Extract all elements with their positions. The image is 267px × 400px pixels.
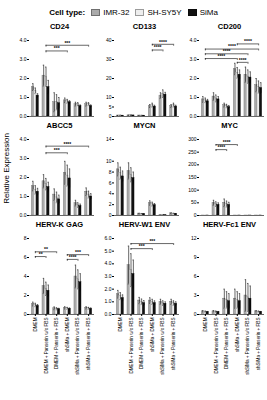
svg-text:12: 12 <box>191 235 197 241</box>
html-text:SH-SY5Y: SH-SY5Y <box>147 7 182 17</box>
svg-text:40: 40 <box>106 37 112 43</box>
html-text:Relative Expression: Relative Expression <box>1 132 11 204</box>
svg-text:***: *** <box>64 40 70 46</box>
svg-text:20: 20 <box>106 75 112 81</box>
svg-text:***: *** <box>75 249 81 255</box>
svg-text:5.0: 5.0 <box>105 248 112 254</box>
svg-text:shSiMa + DMEM: shSiMa + DMEM <box>65 317 70 352</box>
svg-text:250: 250 <box>188 149 197 155</box>
svg-text:0: 0 <box>194 212 197 218</box>
svg-text:DMEM + Panserin + FBS: DMEM + Panserin + FBS <box>139 318 144 370</box>
svg-text:5: 5 <box>109 104 112 110</box>
svg-text:0: 0 <box>194 311 197 317</box>
svg-text:shSiMa + Panserin w/o FBS: shSiMa + Panserin w/o FBS <box>160 318 165 375</box>
svg-text:8: 8 <box>109 169 112 175</box>
svg-text:****: **** <box>239 57 247 63</box>
svg-text:4: 4 <box>24 273 27 279</box>
svg-text:1.0: 1.0 <box>20 94 27 100</box>
svg-text:***: *** <box>149 238 155 244</box>
svg-text:6.0: 6.0 <box>105 235 112 241</box>
svg-text:DMEM + Panserin w/o FBS: DMEM + Panserin w/o FBS <box>43 318 48 374</box>
svg-text:2.0: 2.0 <box>20 75 27 81</box>
svg-text:**: ** <box>39 251 43 257</box>
svg-text:DMEM: DMEM <box>33 317 38 331</box>
html-text:HERV-Fc1 ENV: HERV-Fc1 ENV <box>202 220 257 229</box>
svg-text:0.0: 0.0 <box>105 311 112 317</box>
svg-text:14: 14 <box>106 136 112 142</box>
svg-text:3.0: 3.0 <box>105 273 112 279</box>
svg-text:2: 2 <box>109 201 112 207</box>
svg-text:50: 50 <box>191 199 197 205</box>
svg-text:200: 200 <box>188 161 197 167</box>
svg-text:shSiMa + Panserin w/o FBS: shSiMa + Panserin w/o FBS <box>245 318 250 375</box>
svg-text:***: *** <box>54 45 60 51</box>
svg-text:1.0: 1.0 <box>105 298 112 304</box>
html-text:CD24: CD24 <box>49 22 70 31</box>
svg-text:shSiMa + DMEM: shSiMa + DMEM <box>150 317 155 352</box>
svg-text:DMEM: DMEM <box>203 317 208 331</box>
svg-text:10: 10 <box>106 94 112 100</box>
html-text:CD133: CD133 <box>132 22 157 31</box>
svg-text:0.0: 0.0 <box>20 212 27 218</box>
svg-text:0: 0 <box>24 311 27 317</box>
svg-text:4.0: 4.0 <box>20 136 27 142</box>
svg-text:shSiMa + Panserin w/o FBS: shSiMa + Panserin w/o FBS <box>75 318 80 375</box>
svg-text:****: **** <box>63 141 71 147</box>
svg-text:2.0: 2.0 <box>190 75 197 81</box>
html-text:Cell type:: Cell type: <box>49 7 86 17</box>
svg-text:shSiMa + DMEM: shSiMa + DMEM <box>235 317 240 352</box>
svg-text:****: **** <box>223 139 231 145</box>
svg-text:6: 6 <box>109 180 112 186</box>
svg-text:***: *** <box>54 147 60 153</box>
svg-text:150: 150 <box>188 174 197 180</box>
html-text:MYC: MYC <box>221 121 238 130</box>
svg-text:2.0: 2.0 <box>105 286 112 292</box>
svg-text:10: 10 <box>106 158 112 164</box>
html-text:MYCN: MYCN <box>133 121 156 130</box>
svg-text:DMEM + Panserin w/o FBS: DMEM + Panserin w/o FBS <box>213 318 218 374</box>
svg-text:DMEM + Panserin + FBS: DMEM + Panserin + FBS <box>224 318 229 370</box>
html-text:HERV-K GAG: HERV-K GAG <box>35 220 84 229</box>
html-text:IMR-32: IMR-32 <box>103 7 130 17</box>
html-text:CD200: CD200 <box>217 22 242 31</box>
svg-text:100: 100 <box>188 187 197 193</box>
svg-text:1.0: 1.0 <box>190 94 197 100</box>
svg-text:6: 6 <box>24 254 27 260</box>
svg-text:3.0: 3.0 <box>20 155 27 161</box>
svg-text:****: **** <box>228 43 236 49</box>
svg-text:****: **** <box>244 38 252 44</box>
svg-text:shSiMa + Panserin + FBS: shSiMa + Panserin + FBS <box>256 318 261 371</box>
svg-text:0.0: 0.0 <box>20 113 27 119</box>
svg-text:****: **** <box>154 44 162 50</box>
svg-text:shSiMa + Panserin + FBS: shSiMa + Panserin + FBS <box>171 318 176 371</box>
svg-text:3.0: 3.0 <box>20 56 27 62</box>
svg-text:DMEM + Panserin + FBS: DMEM + Panserin + FBS <box>54 318 59 370</box>
svg-text:***: *** <box>139 243 145 249</box>
svg-text:4.0: 4.0 <box>105 260 112 266</box>
svg-text:4: 4 <box>109 190 112 196</box>
svg-text:0: 0 <box>109 212 112 218</box>
svg-text:shSiMa + Panserin + FBS: shSiMa + Panserin + FBS <box>86 318 91 371</box>
svg-text:300: 300 <box>188 136 197 142</box>
svg-text:8: 8 <box>24 235 27 241</box>
html-text:ABCC5: ABCC5 <box>46 121 73 130</box>
html-text:SiMa: SiMa <box>199 7 218 17</box>
svg-text:3: 3 <box>194 292 197 298</box>
svg-text:2.0: 2.0 <box>20 174 27 180</box>
svg-text:1.0: 1.0 <box>20 193 27 199</box>
svg-text:9: 9 <box>194 254 197 260</box>
svg-text:6: 6 <box>194 273 197 279</box>
svg-text:DMEM + Panserin w/o FBS: DMEM + Panserin w/o FBS <box>128 318 133 374</box>
svg-text:0: 0 <box>109 113 112 119</box>
svg-text:30: 30 <box>106 56 112 62</box>
svg-text:2: 2 <box>24 292 27 298</box>
svg-text:4.0: 4.0 <box>20 37 27 43</box>
svg-text:****: **** <box>159 39 167 45</box>
svg-text:0.0: 0.0 <box>190 113 197 119</box>
svg-text:**: ** <box>44 246 48 252</box>
svg-text:3.0: 3.0 <box>190 56 197 62</box>
svg-text:DMEM: DMEM <box>118 317 123 331</box>
html-text:HERV-W1 ENV: HERV-W1 ENV <box>118 220 171 229</box>
svg-text:4.0: 4.0 <box>190 37 197 43</box>
